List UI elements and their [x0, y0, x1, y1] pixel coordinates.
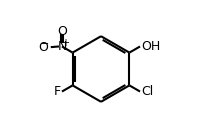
Text: F: F [54, 85, 61, 98]
Text: Cl: Cl [141, 85, 153, 98]
Text: +: + [61, 39, 69, 48]
Text: O: O [38, 41, 48, 54]
Text: O: O [57, 25, 67, 38]
Text: N: N [57, 40, 67, 53]
Text: −: − [40, 39, 49, 49]
Text: OH: OH [141, 40, 160, 53]
